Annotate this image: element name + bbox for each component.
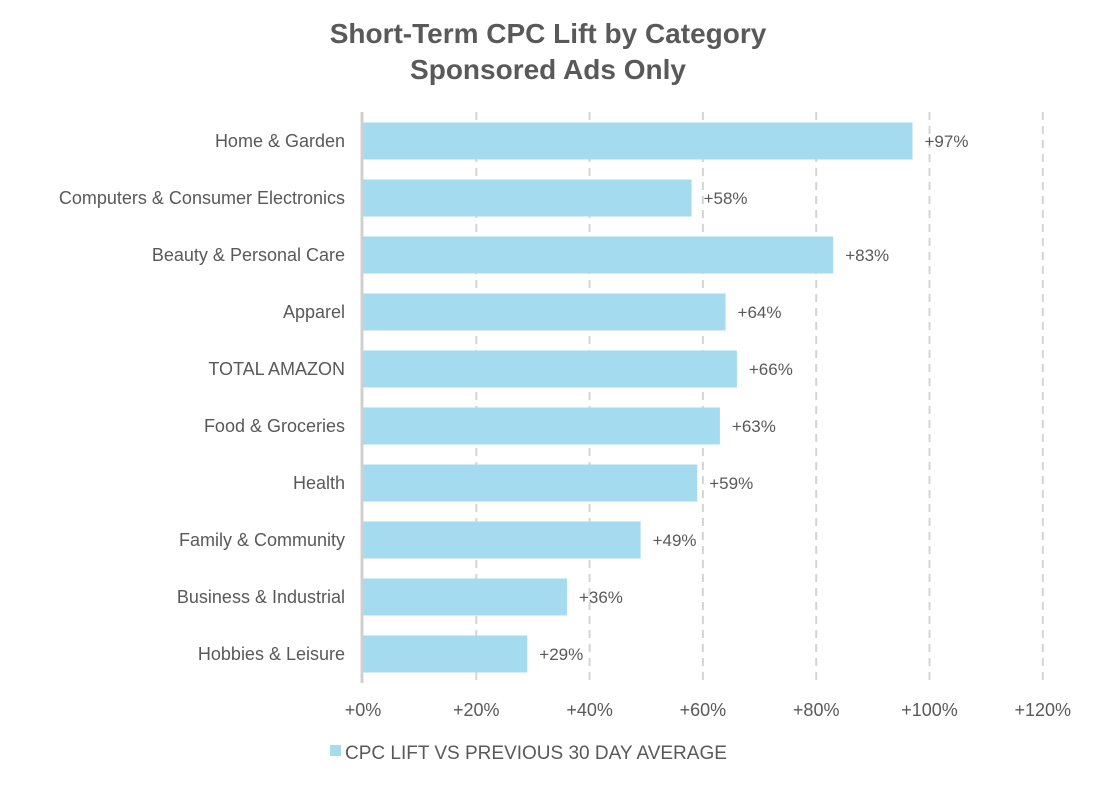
- data-label: +66%: [749, 360, 793, 379]
- bar: [363, 122, 913, 160]
- chart-subtitle: Sponsored Ads Only: [410, 54, 686, 85]
- data-label: +64%: [738, 303, 782, 322]
- x-tick-label: +20%: [453, 700, 500, 720]
- legend: CPC LIFT VS PREVIOUS 30 DAY AVERAGE: [330, 743, 727, 764]
- data-label: +36%: [579, 588, 623, 607]
- x-tick-label: +80%: [793, 700, 840, 720]
- category-label: Business & Industrial: [177, 587, 345, 607]
- bar: [363, 293, 726, 331]
- bar: [363, 179, 692, 217]
- category-label: Hobbies & Leisure: [198, 644, 345, 664]
- bar: [363, 635, 528, 673]
- x-tick-label: +0%: [345, 700, 382, 720]
- bar: [363, 407, 720, 445]
- category-label: Home & Garden: [215, 131, 345, 151]
- data-label: +59%: [709, 474, 753, 493]
- bar: [363, 464, 698, 502]
- x-tick-label: +40%: [566, 700, 613, 720]
- bar: [363, 578, 567, 616]
- category-label: Beauty & Personal Care: [152, 245, 345, 265]
- category-label: TOTAL AMAZON: [208, 359, 345, 379]
- category-label: Apparel: [283, 302, 345, 322]
- category-label: Food & Groceries: [204, 416, 345, 436]
- bar: [363, 521, 641, 559]
- data-labels: +97% +58% +83% +64% +66% +63% +59% +49% +36% +29%: [539, 132, 968, 664]
- bar: [363, 350, 737, 388]
- category-label: Computers & Consumer Electronics: [59, 188, 345, 208]
- bars: [363, 122, 913, 673]
- x-axis-ticks: +0% +20% +40% +60% +80% +100% +120%: [345, 700, 1071, 720]
- legend-swatch: [330, 745, 341, 756]
- data-label: +49%: [653, 531, 697, 550]
- category-label: Health: [293, 473, 345, 493]
- data-label: +58%: [704, 189, 748, 208]
- legend-label: CPC LIFT VS PREVIOUS 30 DAY AVERAGE: [345, 743, 727, 764]
- bar: [363, 236, 834, 274]
- data-label: +63%: [732, 417, 776, 436]
- gridlines: [475, 112, 1044, 683]
- data-label: +83%: [845, 246, 889, 265]
- category-label: Family & Community: [179, 530, 345, 550]
- x-tick-label: +100%: [901, 700, 958, 720]
- x-tick-label: +60%: [680, 700, 727, 720]
- data-label: +29%: [539, 645, 583, 664]
- category-labels: Home & Garden Computers & Consumer Electr…: [59, 131, 345, 664]
- data-label: +97%: [925, 132, 969, 151]
- x-tick-label: +120%: [1015, 700, 1072, 720]
- chart-title: Short-Term CPC Lift by Category: [330, 18, 767, 49]
